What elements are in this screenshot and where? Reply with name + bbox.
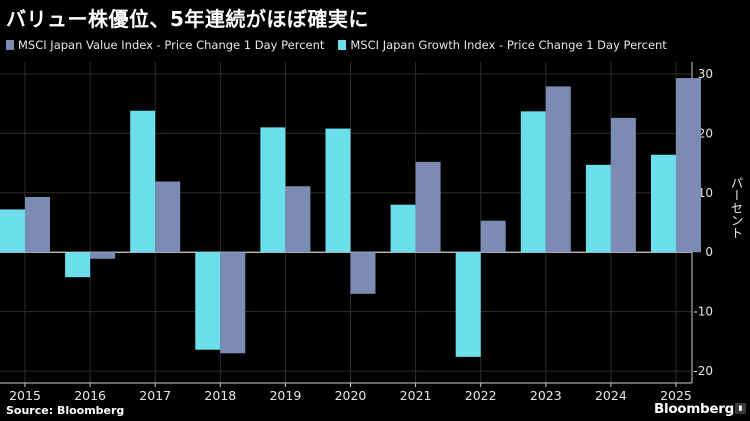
x-tick-label: 2016	[74, 388, 106, 403]
legend-item-growth: MSCI Japan Growth Index - Price Change 1…	[338, 38, 667, 52]
bar-growth	[650, 154, 676, 253]
bar-growth	[195, 252, 221, 350]
bar-growth	[260, 127, 286, 253]
y-tick-label: 20	[698, 126, 713, 140]
y-tick-label: 0	[705, 245, 713, 259]
bar-growth	[585, 164, 611, 253]
bar-value	[545, 86, 571, 253]
x-tick-label: 2018	[204, 388, 236, 403]
x-tick-label: 2020	[335, 388, 367, 403]
bar-value	[155, 181, 181, 253]
bar-growth	[390, 204, 416, 253]
bar-value	[285, 186, 311, 253]
bar-value	[675, 78, 701, 253]
legend-item-value: MSCI Japan Value Index - Price Change 1 …	[6, 38, 324, 52]
bar-growth	[65, 252, 91, 278]
x-tick-label: 2024	[595, 388, 627, 403]
chart-title: バリュー株優位、5年連続がほぼ確実に	[6, 7, 369, 31]
x-tick-label: 2025	[660, 388, 692, 403]
x-tick-label: 2022	[465, 388, 497, 403]
x-tick-label: 2017	[139, 388, 171, 403]
x-tick-label: 2021	[400, 388, 432, 403]
bar-growth	[455, 252, 481, 357]
x-tick-label: 2019	[269, 388, 301, 403]
bar-value	[415, 161, 441, 253]
y-axis-label: パーセント	[729, 176, 744, 239]
bar-value	[480, 220, 506, 253]
legend-label-value: MSCI Japan Value Index - Price Change 1 …	[18, 38, 325, 52]
source-note: Source: Bloomberg	[6, 404, 125, 417]
bar-value	[25, 196, 50, 253]
bar-value	[610, 117, 636, 253]
bar-growth	[0, 209, 25, 253]
x-tick-label: 2023	[530, 388, 562, 403]
legend-label-growth: MSCI Japan Growth Index - Price Change 1…	[350, 38, 667, 52]
legend-swatch-growth	[338, 40, 347, 50]
legend: MSCI Japan Value Index - Price Change 1 …	[6, 38, 667, 52]
y-tick-label: 30	[698, 67, 713, 81]
brand-logo: Bloomberg	[654, 401, 734, 417]
bar-chart-icon: ▮	[735, 403, 746, 414]
bar-value	[350, 252, 376, 294]
x-tick-label: 2015	[9, 388, 41, 403]
bar-growth	[325, 128, 351, 253]
bar-growth	[130, 110, 156, 253]
y-tick-label: -10	[693, 305, 713, 319]
bar-growth	[520, 111, 546, 253]
bar-value	[220, 252, 246, 354]
y-tick-label: -20	[693, 364, 713, 378]
y-tick-label: 10	[698, 186, 713, 200]
legend-swatch-value	[6, 40, 14, 50]
bar-value	[90, 252, 116, 259]
